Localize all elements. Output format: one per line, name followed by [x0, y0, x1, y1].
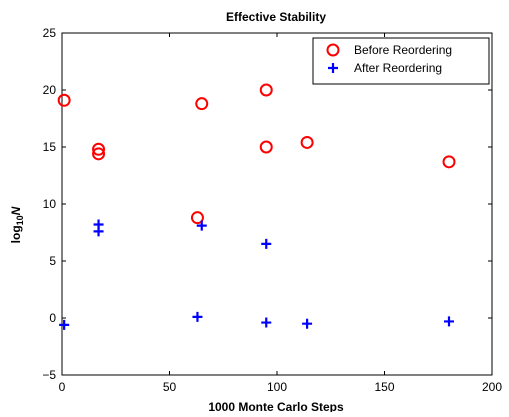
y-tick-label: 5 — [49, 254, 56, 268]
legend: Before Reordering After Reordering — [312, 37, 490, 85]
legend-marker-after-reordering — [328, 63, 338, 73]
x-tick-label: 50 — [163, 380, 177, 394]
y-axis-label: log10N — [9, 206, 25, 243]
before-reordering-point — [259, 140, 273, 154]
before-reordering-point — [92, 142, 106, 156]
y-axis-ticks: −5 0 5 10 15 20 25 — [42, 26, 492, 382]
before-reordering-point — [259, 83, 273, 97]
before-reordering-point — [442, 155, 456, 169]
legend-marker-before-reordering — [326, 43, 340, 57]
y-tick-label: 15 — [43, 140, 57, 154]
x-tick-label: 200 — [482, 380, 502, 394]
legend-label-before-reordering: Before Reordering — [354, 43, 452, 57]
after-reordering-point — [196, 220, 207, 231]
y-tick-label: 25 — [43, 26, 57, 40]
x-axis-label: 1000 Monte Carlo Steps — [208, 400, 344, 412]
before-reordering-point — [57, 93, 71, 107]
x-tick-label: 0 — [59, 380, 66, 394]
before-reordering-point — [190, 211, 204, 225]
y-tick-label: 0 — [49, 311, 56, 325]
y-tick-label: −5 — [42, 368, 56, 382]
after-reordering-point — [59, 319, 70, 330]
after-reordering-point — [261, 238, 272, 249]
data-markers — [57, 83, 456, 330]
chart-title: Effective Stability — [226, 10, 326, 24]
y-axis-label-subscript: 10 — [15, 215, 25, 225]
before-reordering-point — [92, 147, 106, 161]
after-reordering-point — [302, 318, 313, 329]
after-reordering-point — [261, 317, 272, 328]
before-reordering-point — [195, 97, 209, 111]
before-reordering-point — [300, 135, 314, 149]
y-tick-label: 10 — [43, 197, 57, 211]
y-axis-label-prefix: log — [9, 225, 23, 243]
x-tick-label: 150 — [374, 380, 394, 394]
legend-box — [312, 37, 490, 85]
x-tick-label: 100 — [267, 380, 287, 394]
after-reordering-point — [93, 226, 104, 237]
after-reordering-point — [444, 316, 454, 327]
y-tick-label: 20 — [43, 83, 57, 97]
legend-label-after-reordering: After Reordering — [354, 61, 442, 75]
x-axis-ticks: 0 50 100 150 200 — [59, 33, 502, 394]
after-reordering-point — [192, 311, 203, 322]
y-axis-label-variable: N — [9, 206, 23, 215]
